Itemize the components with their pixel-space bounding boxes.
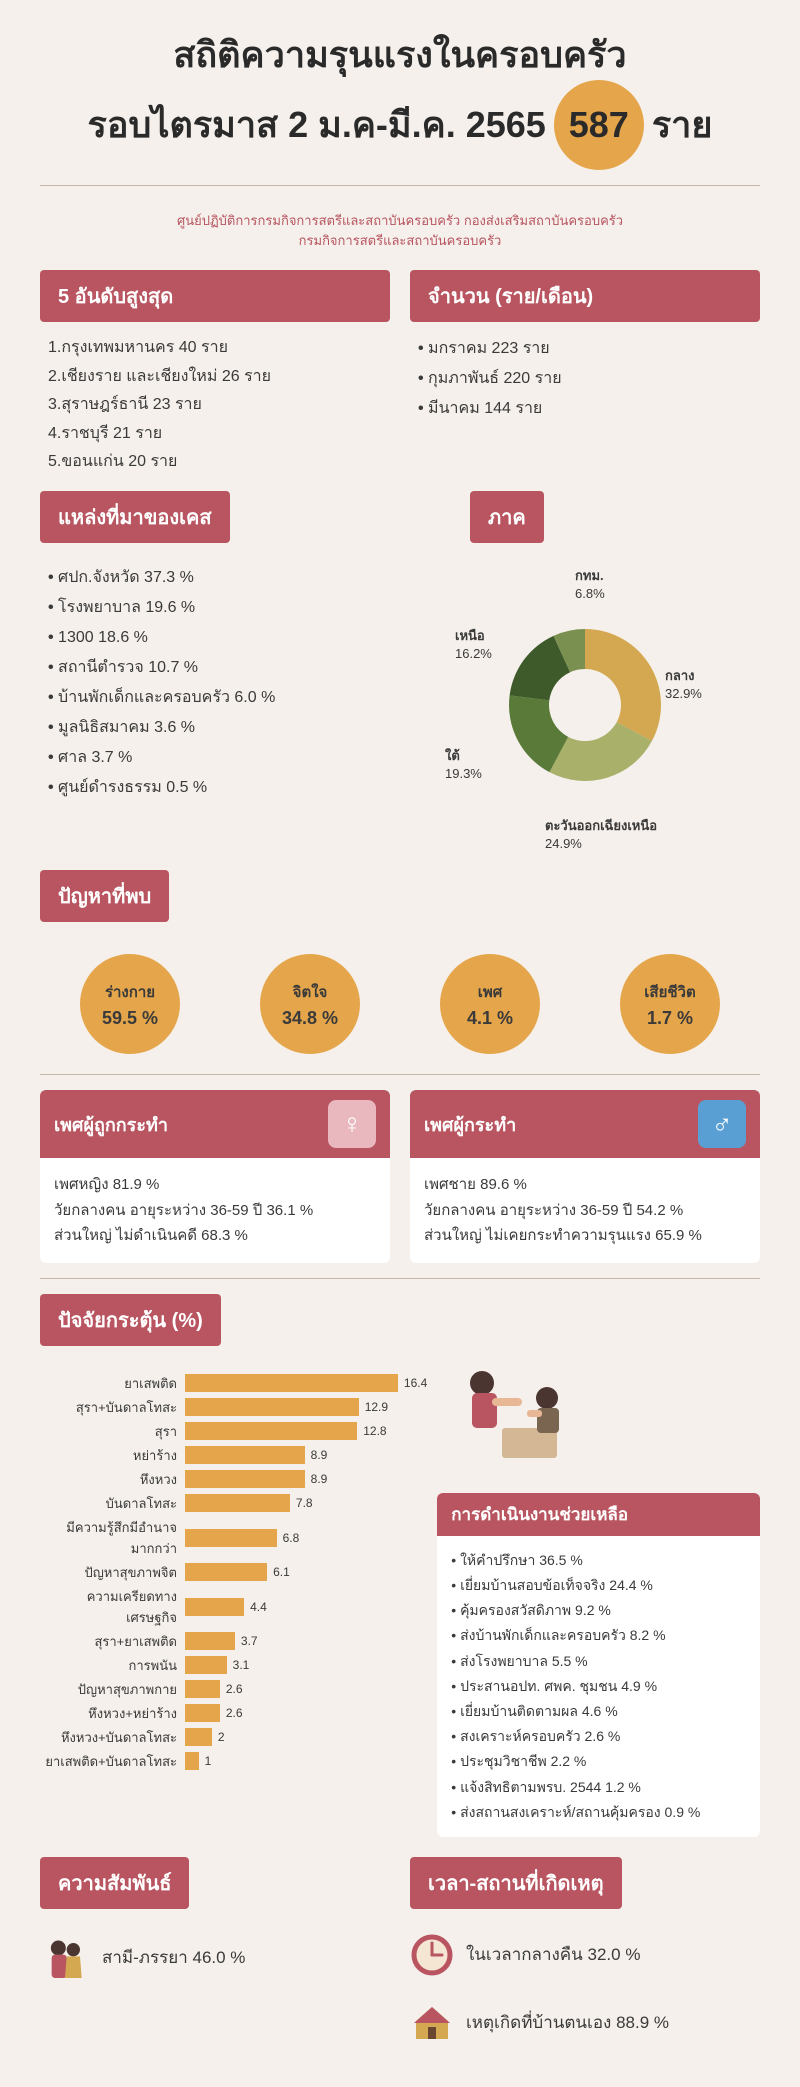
count-badge: 587 xyxy=(554,80,644,170)
list-item: มีนาคม 144 ราย xyxy=(418,394,760,424)
bar-row: ปัญหาสุขภาพกาย2.6 xyxy=(40,1679,427,1700)
donut-label: กลาง32.9% xyxy=(665,665,702,701)
list-item: ประชุมวิชาชีพ 2.2 % xyxy=(451,1749,746,1774)
list-item: บ้านพักเด็กและครอบครัว 6.0 % xyxy=(48,683,390,713)
problems-header: ปัญหาที่พบ xyxy=(40,870,169,922)
relationship-text: สามี-ภรรยา 46.0 % xyxy=(102,1944,245,1971)
bar-row: หย่าร้าง8.9 xyxy=(40,1445,427,1466)
list-item: ส่งโรงพยาบาล 5.5 % xyxy=(451,1649,746,1674)
place-text: เหตุเกิดที่บ้านตนเอง 88.9 % xyxy=(466,2009,669,2036)
factors-header: ปัจจัยกระตุ้น (%) xyxy=(40,1294,221,1346)
list-item: กุมภาพันธ์ 220 ราย xyxy=(418,364,760,394)
list-item: 1300 18.6 % xyxy=(48,623,390,653)
title-line1: สถิติความรุนแรงในครอบครัว xyxy=(40,30,760,80)
list-item: มกราคม 223 ราย xyxy=(418,334,760,364)
bar-row: หึงหวง+บันดาลโทสะ2 xyxy=(40,1727,427,1748)
bar-row: การพนัน3.1 xyxy=(40,1655,427,1676)
list-item: 1.กรุงเทพมหานคร 40 ราย xyxy=(48,334,390,362)
relationship-header: ความสัมพันธ์ xyxy=(40,1857,189,1909)
divider xyxy=(40,1074,760,1075)
top5-list: 1.กรุงเทพมหานคร 40 ราย2.เชียงราย และเชีย… xyxy=(40,334,390,476)
sources-list: ศปก.จังหวัด 37.3 %โรงพยาบาล 19.6 %1300 1… xyxy=(40,563,390,803)
title-line2: รอบไตรมาส 2 ม.ค-มี.ค. 2565 587 ราย xyxy=(40,80,760,170)
monthly-list: มกราคม 223 รายกุมภาพันธ์ 220 รายมีนาคม 1… xyxy=(410,334,760,424)
stat-circle: เสียชีวิต1.7 % xyxy=(620,954,720,1054)
bar-row: สุรา+บันดาลโทสะ12.9 xyxy=(40,1397,427,1418)
donut-label: ตะวันออกเฉียงเหนือ24.9% xyxy=(545,815,657,851)
list-item: สถานีตำรวจ 10.7 % xyxy=(48,653,390,683)
stat-circle: ร่างกาย59.5 % xyxy=(80,954,180,1054)
violence-illustration xyxy=(437,1358,587,1468)
bar-row: สุรา12.8 xyxy=(40,1421,427,1442)
victim-body: เพศหญิง 81.9 %วัยกลางคน อายุระหว่าง 36-5… xyxy=(40,1158,390,1263)
list-item: ส่งบ้านพักเด็กและครอบครัว 8.2 % xyxy=(451,1623,746,1648)
bar-row: ยาเสพติด+บันดาลโทสะ1 xyxy=(40,1751,427,1772)
list-item: 2.เชียงราย และเชียงใหม่ 26 ราย xyxy=(48,363,390,391)
list-item: มูลนิธิสมาคม 3.6 % xyxy=(48,713,390,743)
assistance-box: การดำเนินงานช่วยเหลือ ให้คำปรึกษา 36.5 %… xyxy=(437,1493,760,1837)
list-item: 3.สุราษฎร์ธานี 23 ราย xyxy=(48,391,390,419)
list-item: ประสานอปท. ศพค. ชุมชน 4.9 % xyxy=(451,1674,746,1699)
perpetrator-header: เพศผู้กระทำ xyxy=(424,1110,516,1139)
timeplace-header: เวลา-สถานที่เกิดเหตุ xyxy=(410,1857,622,1909)
bar-row: บันดาลโทสะ7.8 xyxy=(40,1493,427,1514)
donut-label: เหนือ16.2% xyxy=(455,625,492,661)
top5-header: 5 อันดับสูงสุด xyxy=(40,270,390,322)
region-header: ภาค xyxy=(470,491,544,543)
perpetrator-body: เพศชาย 89.6 %วัยกลางคน อายุระหว่าง 36-59… xyxy=(410,1158,760,1263)
time-text: ในเวลากลางคืน 32.0 % xyxy=(466,1941,640,1968)
stat-circle: จิตใจ34.8 % xyxy=(260,954,360,1054)
female-icon: ♀ xyxy=(328,1100,376,1148)
list-item: 4.ราชบุรี 21 ราย xyxy=(48,420,390,448)
list-item: สงเคราะห์ครอบครัว 2.6 % xyxy=(451,1724,746,1749)
bar-row: หึงหวง8.9 xyxy=(40,1469,427,1490)
bar-row: สุรา+ยาเสพติด3.7 xyxy=(40,1631,427,1652)
list-item: แจ้งสิทธิตามพรบ. 2544 1.2 % xyxy=(451,1775,746,1800)
donut-label: กทม.6.8% xyxy=(575,565,605,601)
list-item: 5.ขอนแก่น 20 ราย xyxy=(48,448,390,476)
assistance-header: การดำเนินงานช่วยเหลือ xyxy=(437,1493,760,1536)
main-title: สถิติความรุนแรงในครอบครัว รอบไตรมาส 2 ม.… xyxy=(40,30,760,170)
divider xyxy=(40,1278,760,1279)
list-item: ศูนย์ดำรงธรรม 0.5 % xyxy=(48,773,390,803)
couple-icon xyxy=(40,1933,90,1983)
list-item: เยี่ยมบ้านสอบข้อเท็จจริง 24.4 % xyxy=(451,1573,746,1598)
assistance-list: ให้คำปรึกษา 36.5 %เยี่ยมบ้านสอบข้อเท็จจร… xyxy=(451,1548,746,1825)
bar-row: หึงหวง+หย่าร้าง2.6 xyxy=(40,1703,427,1724)
problems-row: ร่างกาย59.5 % จิตใจ34.8 % เพศ4.1 % เสียชีวิ… xyxy=(40,954,760,1054)
list-item: คุ้มครองสวัสดิภาพ 9.2 % xyxy=(451,1598,746,1623)
sources-header: แหล่งที่มาของเคส xyxy=(40,491,230,543)
donut-label: ใต้19.3% xyxy=(445,745,482,781)
stat-circle: เพศ4.1 % xyxy=(440,954,540,1054)
perpetrator-card: เพศผู้กระทำ ♂ เพศชาย 89.6 %วัยกลางคน อาย… xyxy=(410,1090,760,1263)
monthly-header: จำนวน (ราย/เดือน) xyxy=(410,270,760,322)
bar-row: ความเครียดทางเศรษฐกิจ4.4 xyxy=(40,1586,427,1628)
divider xyxy=(40,185,760,186)
bar-row: ปัญหาสุขภาพจิต6.1 xyxy=(40,1562,427,1583)
list-item: เยี่ยมบ้านติดตามผล 4.6 % xyxy=(451,1699,746,1724)
list-item: ศาล 3.7 % xyxy=(48,743,390,773)
victim-header: เพศผู้ถูกกระทำ xyxy=(54,1110,168,1139)
list-item: ส่งสถานสงเคราะห์/สถานคุ้มครอง 0.9 % xyxy=(451,1800,746,1825)
region-donut: กลาง32.9%ตะวันออกเฉียงเหนือ24.9%ใต้19.3%… xyxy=(445,565,725,845)
list-item: ศปก.จังหวัด 37.3 % xyxy=(48,563,390,593)
house-icon xyxy=(410,2001,454,2045)
list-item: โรงพยาบาล 19.6 % xyxy=(48,593,390,623)
list-item: ให้คำปรึกษา 36.5 % xyxy=(451,1548,746,1573)
clock-icon xyxy=(410,1933,454,1977)
bar-row: มีความรู้สึกมีอำนาจมากกว่า6.8 xyxy=(40,1517,427,1559)
male-icon: ♂ xyxy=(698,1100,746,1148)
bar-row: ยาเสพติด16.4 xyxy=(40,1373,427,1394)
victim-card: เพศผู้ถูกกระทำ ♀ เพศหญิง 81.9 %วัยกลางคน… xyxy=(40,1090,390,1263)
factors-chart: ยาเสพติด16.4 สุรา+บันดาลโทสะ12.9 สุรา12.8 ห… xyxy=(40,1373,427,1772)
subtitle: ศูนย์ปฏิบัติการกรมกิจการสตรีและสถาบันครอ… xyxy=(40,211,760,250)
